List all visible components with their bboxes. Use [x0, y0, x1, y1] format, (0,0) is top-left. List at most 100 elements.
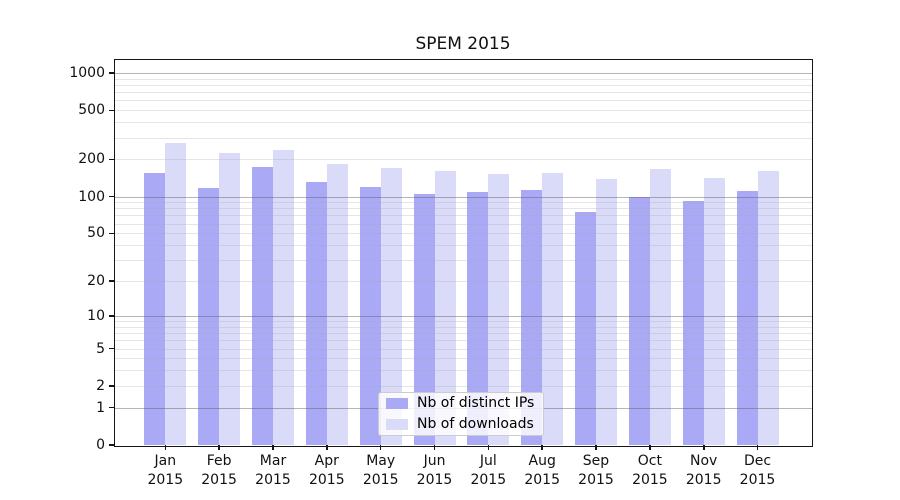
- bar-distinct-ips-nov: [682, 200, 704, 445]
- bar-downloads-sep: [596, 179, 617, 445]
- bar-downloads-feb: [219, 152, 241, 445]
- minor-gridline: [115, 223, 812, 225]
- bar-downloads-may: [380, 168, 402, 445]
- y-tick-label: 20: [87, 273, 105, 289]
- bar-distinct-ips-sep: [575, 211, 596, 445]
- minor-gridline: [115, 281, 812, 282]
- y-tick-label: 100: [78, 188, 105, 205]
- bar-distinct-ips-jun: [413, 194, 435, 445]
- x-tick-label-oct: Oct 2015: [632, 453, 668, 488]
- x-tick-mark: [433, 445, 436, 450]
- x-tick-label-jul: Jul 2015: [470, 453, 507, 488]
- minor-gridline: [115, 233, 812, 235]
- bar-distinct-ips-feb: [198, 188, 220, 445]
- minor-gridline: [115, 159, 812, 161]
- x-tick-mark: [541, 445, 543, 450]
- y-tick-label: 500: [78, 102, 105, 119]
- bar-downloads-mar: [273, 150, 294, 445]
- minor-gridline: [115, 348, 812, 350]
- legend: Nb of distinct IPs Nb of downloads: [378, 392, 544, 436]
- x-tick-mark: [164, 445, 167, 450]
- bar-downloads-dec: [757, 171, 779, 445]
- x-tick-mark: [595, 445, 597, 450]
- y-tick-label: 0: [96, 437, 105, 453]
- x-tick-label-sep: Sep 2015: [578, 453, 614, 488]
- x-tick-mark: [649, 445, 651, 450]
- bar-downloads-oct: [649, 169, 671, 445]
- y-tick-mark: [109, 195, 114, 198]
- bar-distinct-ips-jan: [144, 173, 166, 445]
- x-tick-mark: [218, 445, 220, 450]
- minor-gridline: [115, 245, 812, 246]
- legend-swatch-downloads: [386, 419, 408, 430]
- legend-item-downloads: Nb of downloads: [386, 417, 536, 432]
- bar-distinct-ips-oct: [628, 196, 650, 445]
- bar-distinct-ips-apr: [305, 182, 327, 445]
- major-gridline: [115, 196, 812, 198]
- major-gridline: [115, 315, 812, 317]
- plot-area: [114, 59, 813, 447]
- minor-gridline: [115, 321, 812, 322]
- y-tick-mark: [109, 232, 114, 234]
- bar-distinct-ips-mar: [252, 166, 273, 445]
- bar-downloads-jun: [434, 171, 456, 445]
- minor-gridline: [115, 370, 812, 372]
- x-tick-mark: [272, 445, 274, 450]
- y-tick-mark: [109, 72, 114, 74]
- minor-gridline: [115, 100, 812, 102]
- legend-label-downloads: Nb of downloads: [417, 416, 534, 432]
- bar-downloads-aug: [542, 173, 564, 445]
- x-tick-mark: [326, 445, 328, 450]
- bar-downloads-jan: [165, 143, 187, 445]
- x-tick-label-apr: Apr 2015: [308, 453, 345, 488]
- legend-item-distinct-ips: Nb of distinct IPs: [386, 396, 536, 411]
- x-tick-label-mar: Mar 2015: [255, 453, 291, 488]
- minor-gridline: [115, 208, 812, 210]
- bar-distinct-ips-dec: [736, 191, 758, 445]
- y-tick-label: 200: [78, 151, 105, 168]
- minor-gridline: [115, 326, 812, 328]
- minor-gridline: [115, 110, 812, 112]
- x-tick-label-jan: Jan 2015: [147, 453, 184, 488]
- x-tick-label-nov: Nov 2015: [685, 453, 722, 488]
- y-tick-mark: [109, 109, 114, 111]
- x-tick-label-jun: Jun 2015: [416, 453, 453, 488]
- y-tick-mark: [109, 385, 114, 387]
- x-tick-label-may: May 2015: [362, 453, 399, 488]
- minor-gridline: [115, 78, 812, 80]
- minor-gridline: [115, 385, 812, 387]
- y-tick-label: 5: [96, 340, 105, 357]
- bar-downloads-apr: [326, 163, 348, 445]
- y-tick-label: 1000: [69, 64, 105, 81]
- y-tick-mark: [109, 444, 114, 446]
- minor-gridline: [115, 260, 812, 262]
- x-tick-mark: [756, 445, 759, 450]
- y-tick-label: 2: [96, 377, 105, 394]
- minor-gridline: [115, 340, 812, 342]
- y-tick-mark: [109, 158, 114, 161]
- x-tick-mark: [703, 445, 705, 450]
- legend-swatch-distinct-ips: [386, 398, 408, 409]
- y-tick-mark: [109, 315, 114, 317]
- bar-downloads-nov: [703, 177, 725, 445]
- minor-gridline: [115, 358, 812, 360]
- minor-gridline: [115, 333, 812, 334]
- minor-gridline: [115, 84, 812, 86]
- x-tick-mark: [487, 445, 490, 450]
- x-tick-label-dec: Dec 2015: [739, 453, 776, 488]
- minor-gridline: [115, 122, 812, 124]
- minor-gridline: [115, 137, 812, 139]
- y-tick-mark: [109, 280, 114, 282]
- x-tick-mark: [379, 445, 382, 450]
- legend-label-distinct-ips: Nb of distinct IPs: [417, 395, 535, 411]
- y-tick-label: 1: [96, 399, 105, 416]
- y-tick-label: 10: [87, 307, 105, 324]
- chart-title: SPEM 2015: [415, 34, 511, 54]
- x-tick-label-feb: Feb 2015: [201, 453, 237, 488]
- minor-gridline: [115, 202, 812, 204]
- bar-distinct-ips-may: [359, 186, 381, 445]
- bar-distinct-ips-aug: [521, 190, 543, 445]
- bar-distinct-ips-jul: [467, 192, 489, 445]
- minor-gridline: [115, 215, 812, 217]
